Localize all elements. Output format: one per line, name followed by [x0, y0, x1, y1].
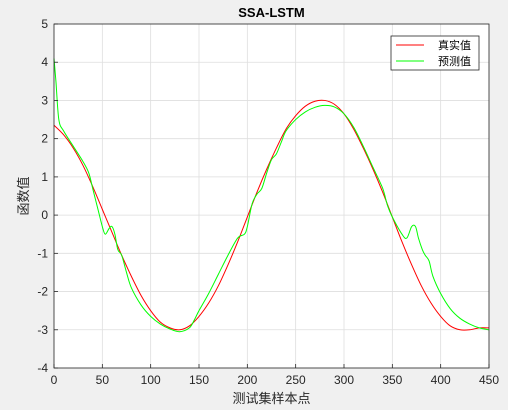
y-axis-label: 函数值 [16, 176, 32, 215]
x-tick-label: 400 [431, 373, 451, 387]
y-tick-label: -4 [37, 361, 48, 375]
series-line-真实值 [53, 99, 490, 331]
x-tick-label: 0 [51, 373, 58, 387]
plot-area [54, 24, 489, 368]
y-tick-label: 2 [41, 132, 48, 146]
y-tick-label: -1 [37, 246, 48, 260]
x-tick-label: 250 [286, 373, 306, 387]
x-tick-label: 450 [479, 373, 499, 387]
y-tick-label: 5 [41, 17, 48, 31]
ticks: 0 50 100 150 200 250 300 350 400 450 -4 -3 -2 -1 0 1 2 3 4… [37, 17, 499, 387]
y-tick-label: -3 [37, 323, 48, 337]
legend: 真实值 预测值 [390, 35, 480, 71]
x-axis-label: 测试集样本点 [232, 391, 310, 407]
y-tick-label: 0 [41, 208, 48, 222]
y-tick-label: 4 [41, 55, 48, 69]
series-line-预测值 [53, 58, 490, 333]
x-tick-label: 200 [237, 373, 257, 387]
x-tick-label: 350 [382, 373, 402, 387]
x-tick-label: 150 [189, 373, 209, 387]
x-tick-label: 300 [334, 373, 354, 387]
legend-label-真实值: 真实值 [438, 38, 471, 52]
y-tick-label: 1 [41, 170, 48, 184]
plot-frame [53, 23, 490, 369]
legend-box [390, 35, 480, 71]
y-tick-label: -2 [37, 285, 48, 299]
series-layer [53, 58, 490, 333]
x-tick-label: 100 [141, 373, 161, 387]
legend-label-预测值: 预测值 [438, 55, 471, 68]
y-tick-label: 3 [41, 93, 48, 107]
x-tick-label: 50 [96, 373, 110, 387]
chart-title: SSA-LSTM [238, 5, 304, 20]
